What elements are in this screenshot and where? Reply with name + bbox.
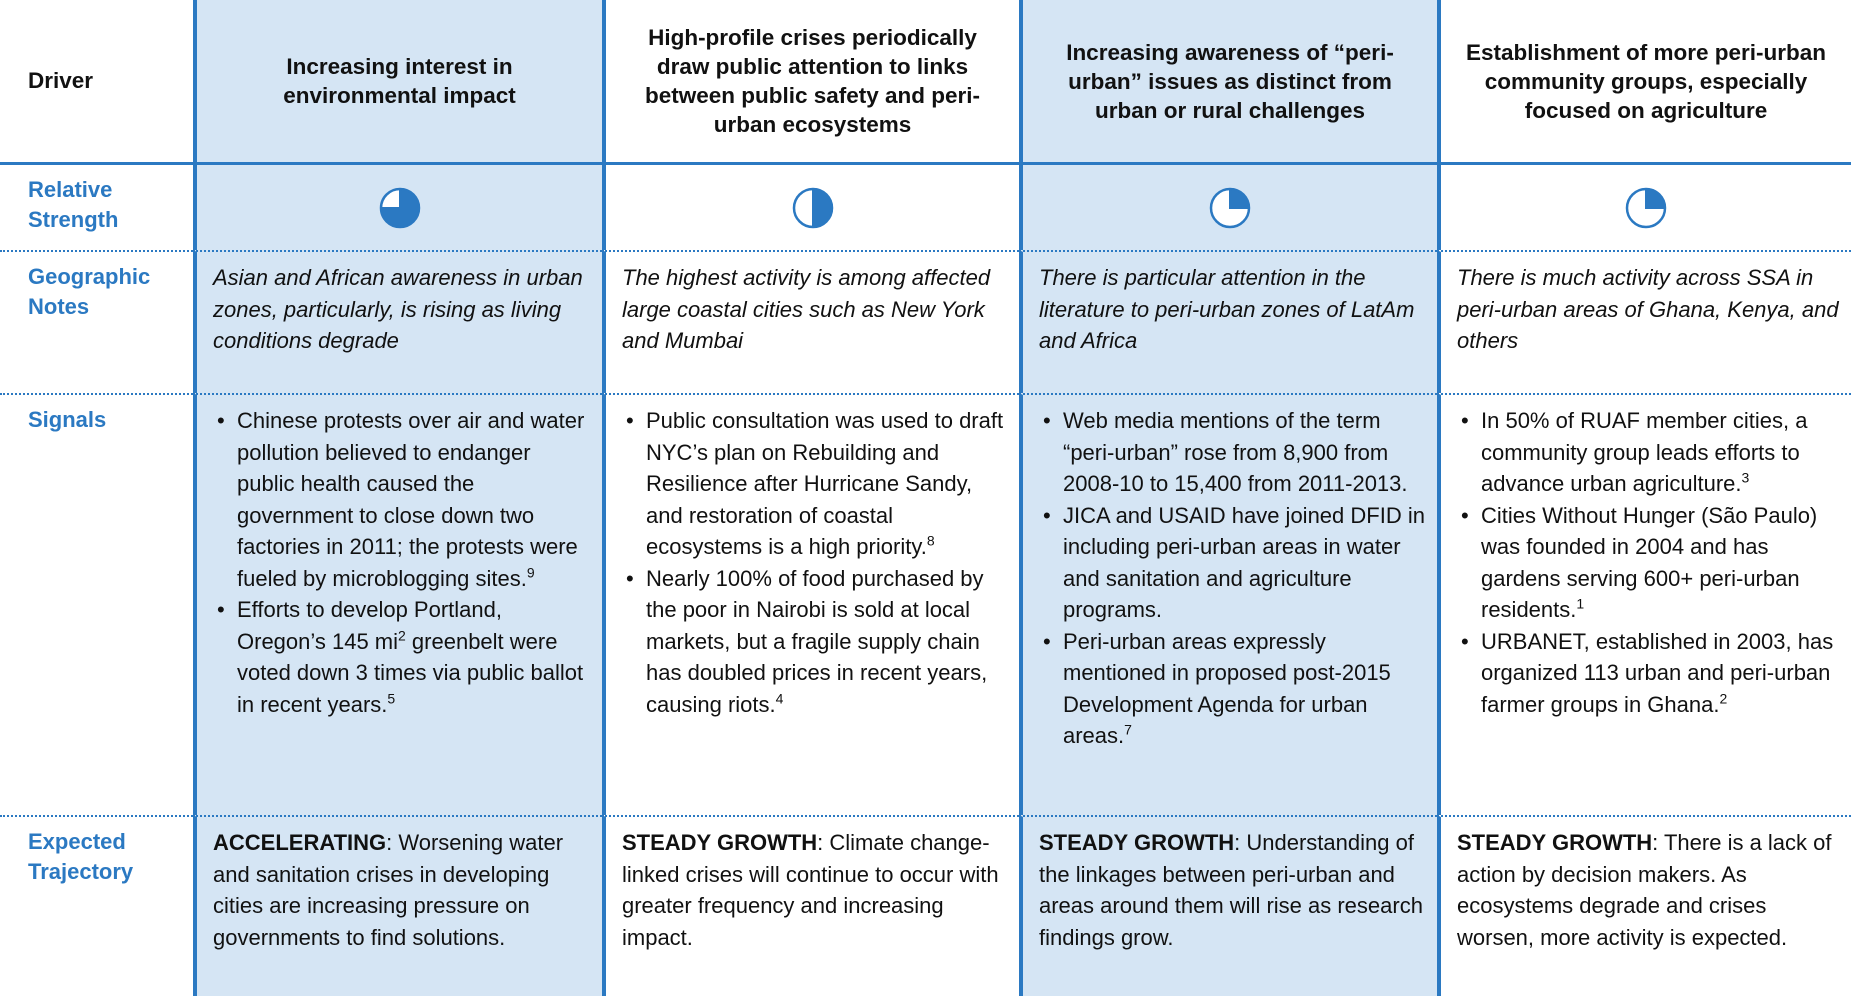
strength-cell bbox=[1437, 165, 1851, 250]
trajectory-status: STEADY GROWTH bbox=[622, 830, 818, 855]
trajectory-cell: STEADY GROWTH: There is a lack of action… bbox=[1437, 815, 1851, 996]
footnote-ref: 7 bbox=[1124, 721, 1132, 738]
signal-item: Web media mentions of the term “peri-urb… bbox=[1039, 405, 1427, 500]
trajectory-status: STEADY GROWTH bbox=[1039, 830, 1235, 855]
row-label: Relative Strength bbox=[28, 177, 119, 232]
signals-cell: Chinese protests over air and water poll… bbox=[193, 393, 602, 815]
trajectory-status: STEADY GROWTH bbox=[1457, 830, 1653, 855]
row-label: Signals bbox=[0, 393, 193, 815]
trajectory-cell: ACCELERATING: Worsening water and sanita… bbox=[193, 815, 602, 996]
signal-text: Peri-urban areas expressly mentioned in … bbox=[1063, 628, 1391, 749]
strength-cell bbox=[193, 165, 602, 250]
signal-list: In 50% of RUAF member cities, a communit… bbox=[1457, 405, 1841, 720]
geo-note: There is particular attention in the lit… bbox=[1019, 250, 1437, 393]
signal-text: Chinese protests over air and water poll… bbox=[237, 408, 585, 591]
ball-fill bbox=[1229, 187, 1251, 209]
driver-header: Establishment of more peri-urban communi… bbox=[1437, 0, 1851, 165]
signal-item: Nearly 100% of food purchased by the poo… bbox=[622, 563, 1009, 721]
signal-item: Cities Without Hunger (São Paulo) was fo… bbox=[1457, 500, 1841, 626]
trajectory-text: : Understanding of the linkages between … bbox=[1039, 830, 1423, 950]
geo-note: There is much activity across SSA in per… bbox=[1437, 250, 1851, 393]
footnote-ref: 2 bbox=[398, 627, 406, 644]
footnote-ref: 2 bbox=[1719, 690, 1728, 707]
footnote-ref: 8 bbox=[926, 532, 935, 549]
harvey-ball bbox=[792, 187, 833, 228]
signals-cell: Public consultation was used to draft NY… bbox=[602, 393, 1019, 815]
signal-text: In 50% of RUAF member cities, a communit… bbox=[1481, 408, 1808, 496]
driver-header: High-profile crises periodically draw pu… bbox=[602, 0, 1019, 165]
signal-text: URBANET, established in 2003, has organi… bbox=[1481, 628, 1834, 717]
signal-text: JICA and USAID have joined DFID in inclu… bbox=[1063, 502, 1425, 623]
geo-note: The highest activity is among affected l… bbox=[602, 250, 1019, 393]
signal-item: JICA and USAID have joined DFID in inclu… bbox=[1039, 500, 1427, 626]
signal-item: Efforts to develop Portland, Oregon’s 14… bbox=[213, 594, 592, 720]
signal-text: Web media mentions of the term “peri-urb… bbox=[1063, 408, 1408, 496]
signal-item: Chinese protests over air and water poll… bbox=[213, 405, 592, 594]
geo-note: Asian and African awareness in urban zon… bbox=[193, 250, 602, 393]
harvey-ball bbox=[1625, 187, 1667, 228]
trajectory-text: : Climate change-linked crises will cont… bbox=[622, 830, 999, 950]
signal-text: Cities Without Hunger (São Paulo) was fo… bbox=[1481, 502, 1818, 623]
harvey-ball bbox=[379, 187, 420, 228]
signals-cell: In 50% of RUAF member cities, a communit… bbox=[1437, 393, 1851, 815]
signal-item: Peri-urban areas expressly mentioned in … bbox=[1039, 626, 1427, 752]
signal-list: Chinese protests over air and water poll… bbox=[213, 405, 592, 720]
signal-text: greenbelt were voted down 3 times via pu… bbox=[237, 628, 584, 717]
header-label: Driver bbox=[0, 0, 193, 165]
trajectory-text: : Worsening water and sanitation crises … bbox=[213, 830, 564, 950]
footnote-ref: 1 bbox=[1576, 595, 1585, 612]
signal-text: Efforts to develop Portland, Oregon’s 14… bbox=[237, 597, 502, 654]
signal-text: Public consultation was used to draft NY… bbox=[646, 408, 1004, 559]
signal-item: URBANET, established in 2003, has organi… bbox=[1457, 626, 1841, 721]
ball-fill bbox=[379, 187, 420, 228]
trajectory-cell: STEADY GROWTH: Climate change-linked cri… bbox=[602, 815, 1019, 996]
signal-list: Web media mentions of the term “peri-urb… bbox=[1039, 405, 1427, 752]
signal-text: Nearly 100% of food purchased by the poo… bbox=[646, 565, 988, 717]
footnote-ref: 9 bbox=[526, 564, 535, 581]
row-label: Geographic Notes bbox=[0, 250, 193, 393]
strength-cell bbox=[1019, 165, 1437, 250]
ball-fill bbox=[1645, 187, 1667, 209]
trajectory-text: : There is a lack of action by decision … bbox=[1457, 830, 1832, 950]
trajectory-status: ACCELERATING bbox=[213, 830, 387, 855]
driver-header: Increasing awareness of “peri-urban” iss… bbox=[1019, 0, 1437, 165]
signals-cell: Web media mentions of the term “peri-urb… bbox=[1019, 393, 1437, 815]
ball-fill bbox=[811, 187, 833, 228]
signal-item: Public consultation was used to draft NY… bbox=[622, 405, 1009, 563]
harvey-ball bbox=[1209, 187, 1251, 228]
row-label: Expected Trajectory bbox=[0, 815, 193, 996]
driver-header: Increasing interest in environmental imp… bbox=[193, 0, 602, 165]
trajectory-cell: STEADY GROWTH: Understanding of the link… bbox=[1019, 815, 1437, 996]
footnote-ref: 4 bbox=[775, 690, 784, 707]
signal-item: In 50% of RUAF member cities, a communit… bbox=[1457, 405, 1841, 500]
signal-list: Public consultation was used to draft NY… bbox=[622, 405, 1009, 720]
footnote-ref: 3 bbox=[1741, 469, 1750, 486]
footnote-ref: 5 bbox=[387, 690, 396, 707]
strength-cell bbox=[602, 165, 1019, 250]
